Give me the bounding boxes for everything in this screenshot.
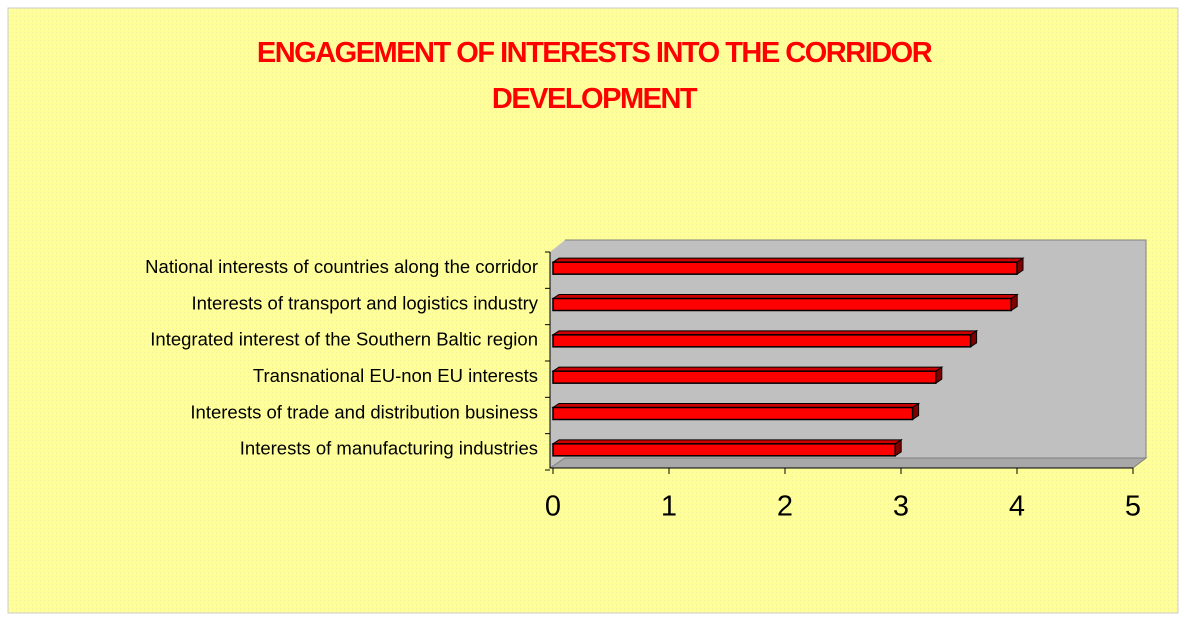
bar	[551, 402, 921, 421]
bar	[551, 329, 979, 348]
x-tick-label: 2	[777, 491, 793, 523]
bar-face	[552, 334, 972, 348]
x-tick-label: 3	[893, 491, 909, 523]
x-tick-label: 4	[1009, 491, 1025, 523]
bar	[551, 438, 903, 457]
floor	[548, 457, 1148, 469]
bar-face	[552, 443, 896, 457]
y-tick-label: Interests of transport and logistics ind…	[191, 292, 538, 313]
bar	[551, 257, 1025, 276]
bar	[551, 293, 1019, 312]
chart-title: ENGAGEMENT OF INTERESTS INTO THE CORRIDO…	[256, 37, 933, 115]
y-tick-label: Integrated interest of the Southern Balt…	[150, 329, 538, 350]
bar-face	[552, 297, 1012, 312]
x-tick-label: 0	[545, 491, 561, 523]
bar	[551, 366, 944, 385]
y-tick-label: Interests of trade and distribution busi…	[190, 401, 538, 422]
bar-face	[552, 261, 1018, 275]
bar-face	[552, 370, 937, 384]
x-tick-label: 5	[1125, 491, 1141, 523]
wall-edge	[565, 239, 1147, 458]
x-tick-label: 1	[661, 491, 677, 523]
y-tick-label: Transnational EU-non EU interests	[253, 365, 538, 386]
y-tick-label: National interests of countries along th…	[145, 256, 538, 277]
bar-face	[552, 406, 914, 421]
y-tick-label: Interests of manufacturing industries	[240, 438, 538, 459]
